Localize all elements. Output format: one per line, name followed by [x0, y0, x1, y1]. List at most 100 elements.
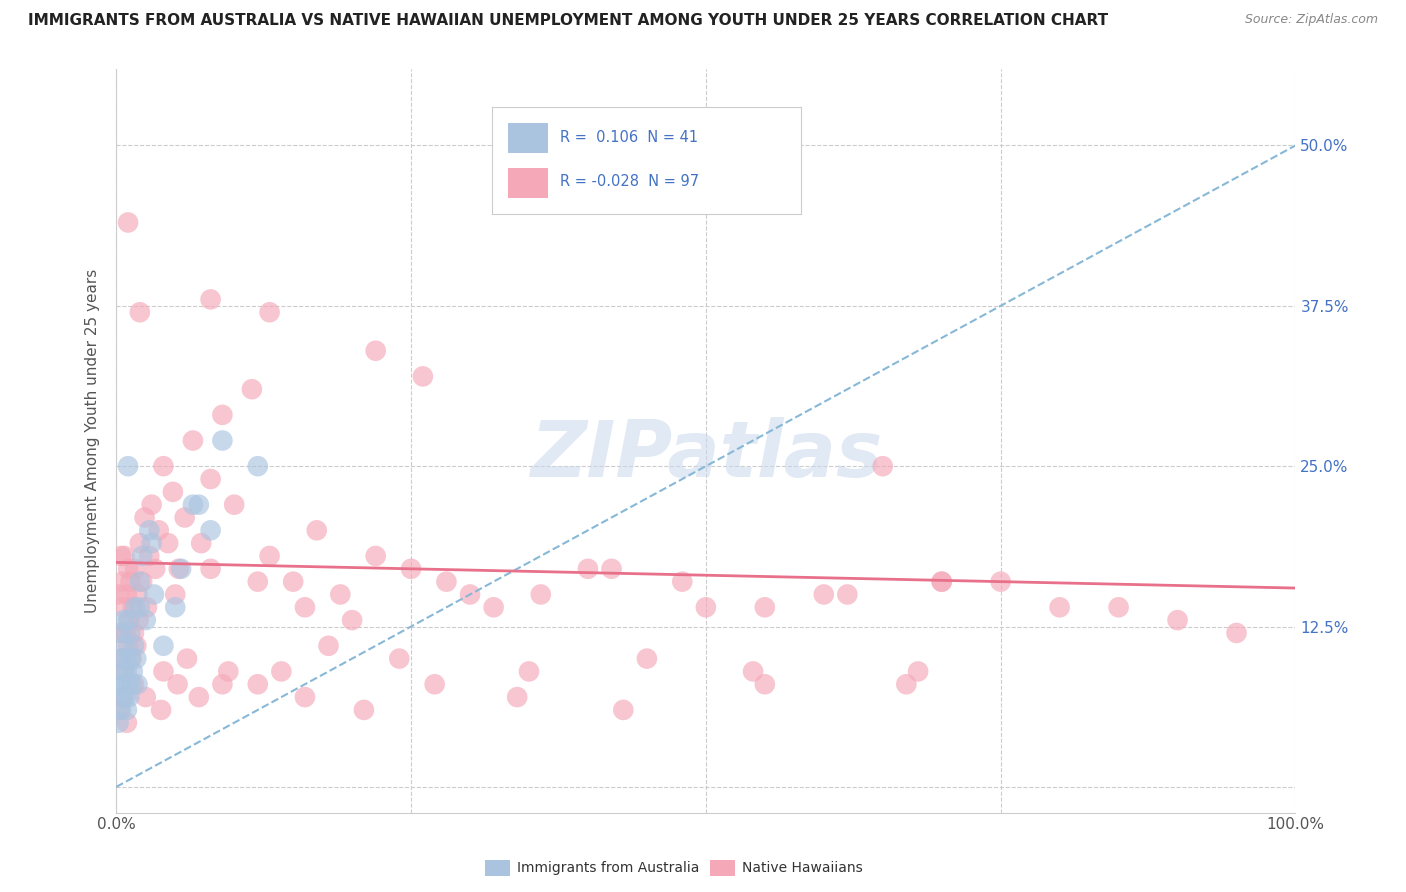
Point — [217, 665, 239, 679]
Point — [125, 639, 148, 653]
Point — [107, 715, 129, 730]
Point — [114, 651, 136, 665]
Point — [108, 626, 131, 640]
Point — [108, 703, 131, 717]
Point — [114, 690, 136, 704]
Point — [134, 510, 156, 524]
Point — [167, 562, 190, 576]
Point — [1225, 626, 1247, 640]
Text: R =  0.106  N = 41: R = 0.106 N = 41 — [560, 129, 699, 145]
Point — [353, 703, 375, 717]
Point — [115, 665, 138, 679]
Point — [200, 524, 222, 538]
Text: R = -0.028  N = 97: R = -0.028 N = 97 — [560, 175, 699, 189]
Point — [423, 677, 446, 691]
Text: Immigrants from Australia: Immigrants from Australia — [517, 861, 700, 875]
Point — [364, 343, 387, 358]
Point — [517, 665, 540, 679]
Point — [187, 690, 209, 704]
Point — [152, 665, 174, 679]
Point — [112, 613, 135, 627]
Point — [931, 574, 953, 589]
Point — [695, 600, 717, 615]
Point — [162, 484, 184, 499]
Point — [127, 587, 149, 601]
Point — [112, 665, 135, 679]
Point — [115, 587, 138, 601]
Point — [754, 677, 776, 691]
Point — [294, 600, 316, 615]
Point — [122, 626, 145, 640]
Point — [388, 651, 411, 665]
Point — [576, 562, 599, 576]
Point — [135, 690, 157, 704]
Point — [114, 677, 136, 691]
Point — [148, 524, 170, 538]
Point — [224, 498, 246, 512]
Point — [600, 562, 623, 576]
Point — [152, 459, 174, 474]
Point — [896, 677, 918, 691]
Point — [110, 703, 132, 717]
Point — [246, 677, 269, 691]
Point — [412, 369, 434, 384]
Point — [612, 703, 634, 717]
Point — [1167, 613, 1189, 627]
Point — [399, 562, 422, 576]
Point — [141, 498, 163, 512]
Point — [128, 536, 150, 550]
Point — [305, 524, 328, 538]
Text: ZIPatlas: ZIPatlas — [530, 417, 882, 493]
Point — [173, 510, 195, 524]
Point — [117, 459, 139, 474]
Point — [122, 639, 145, 653]
Point — [907, 665, 929, 679]
Point — [636, 651, 658, 665]
Point — [111, 574, 134, 589]
Point — [110, 549, 132, 563]
Point — [482, 600, 505, 615]
Point — [128, 600, 150, 615]
Point — [117, 639, 139, 653]
Point — [281, 574, 304, 589]
Point — [872, 459, 894, 474]
Point — [165, 600, 187, 615]
Point — [120, 651, 142, 665]
Point — [200, 293, 222, 307]
Point — [121, 665, 143, 679]
Point — [181, 498, 204, 512]
Point — [742, 665, 765, 679]
Point — [114, 665, 136, 679]
Point — [211, 434, 233, 448]
Point — [931, 574, 953, 589]
Point — [138, 524, 160, 538]
Point — [115, 715, 138, 730]
Point — [181, 434, 204, 448]
Point — [246, 574, 269, 589]
Point — [121, 600, 143, 615]
Point — [170, 562, 193, 576]
Point — [837, 587, 859, 601]
Point — [152, 639, 174, 653]
Point — [318, 639, 340, 653]
Point — [259, 305, 281, 319]
Point — [128, 613, 150, 627]
Point — [111, 651, 134, 665]
Point — [141, 536, 163, 550]
Point — [530, 587, 553, 601]
Point — [200, 562, 222, 576]
Point — [114, 639, 136, 653]
Point — [143, 562, 166, 576]
Point — [176, 651, 198, 665]
Point — [506, 690, 529, 704]
Text: Source: ZipAtlas.com: Source: ZipAtlas.com — [1244, 13, 1378, 27]
Point — [120, 626, 142, 640]
Point — [121, 677, 143, 691]
Point — [114, 549, 136, 563]
Point — [340, 613, 363, 627]
FancyBboxPatch shape — [508, 123, 548, 153]
Point — [128, 305, 150, 319]
Point — [458, 587, 481, 601]
Point — [143, 587, 166, 601]
Point — [107, 587, 129, 601]
